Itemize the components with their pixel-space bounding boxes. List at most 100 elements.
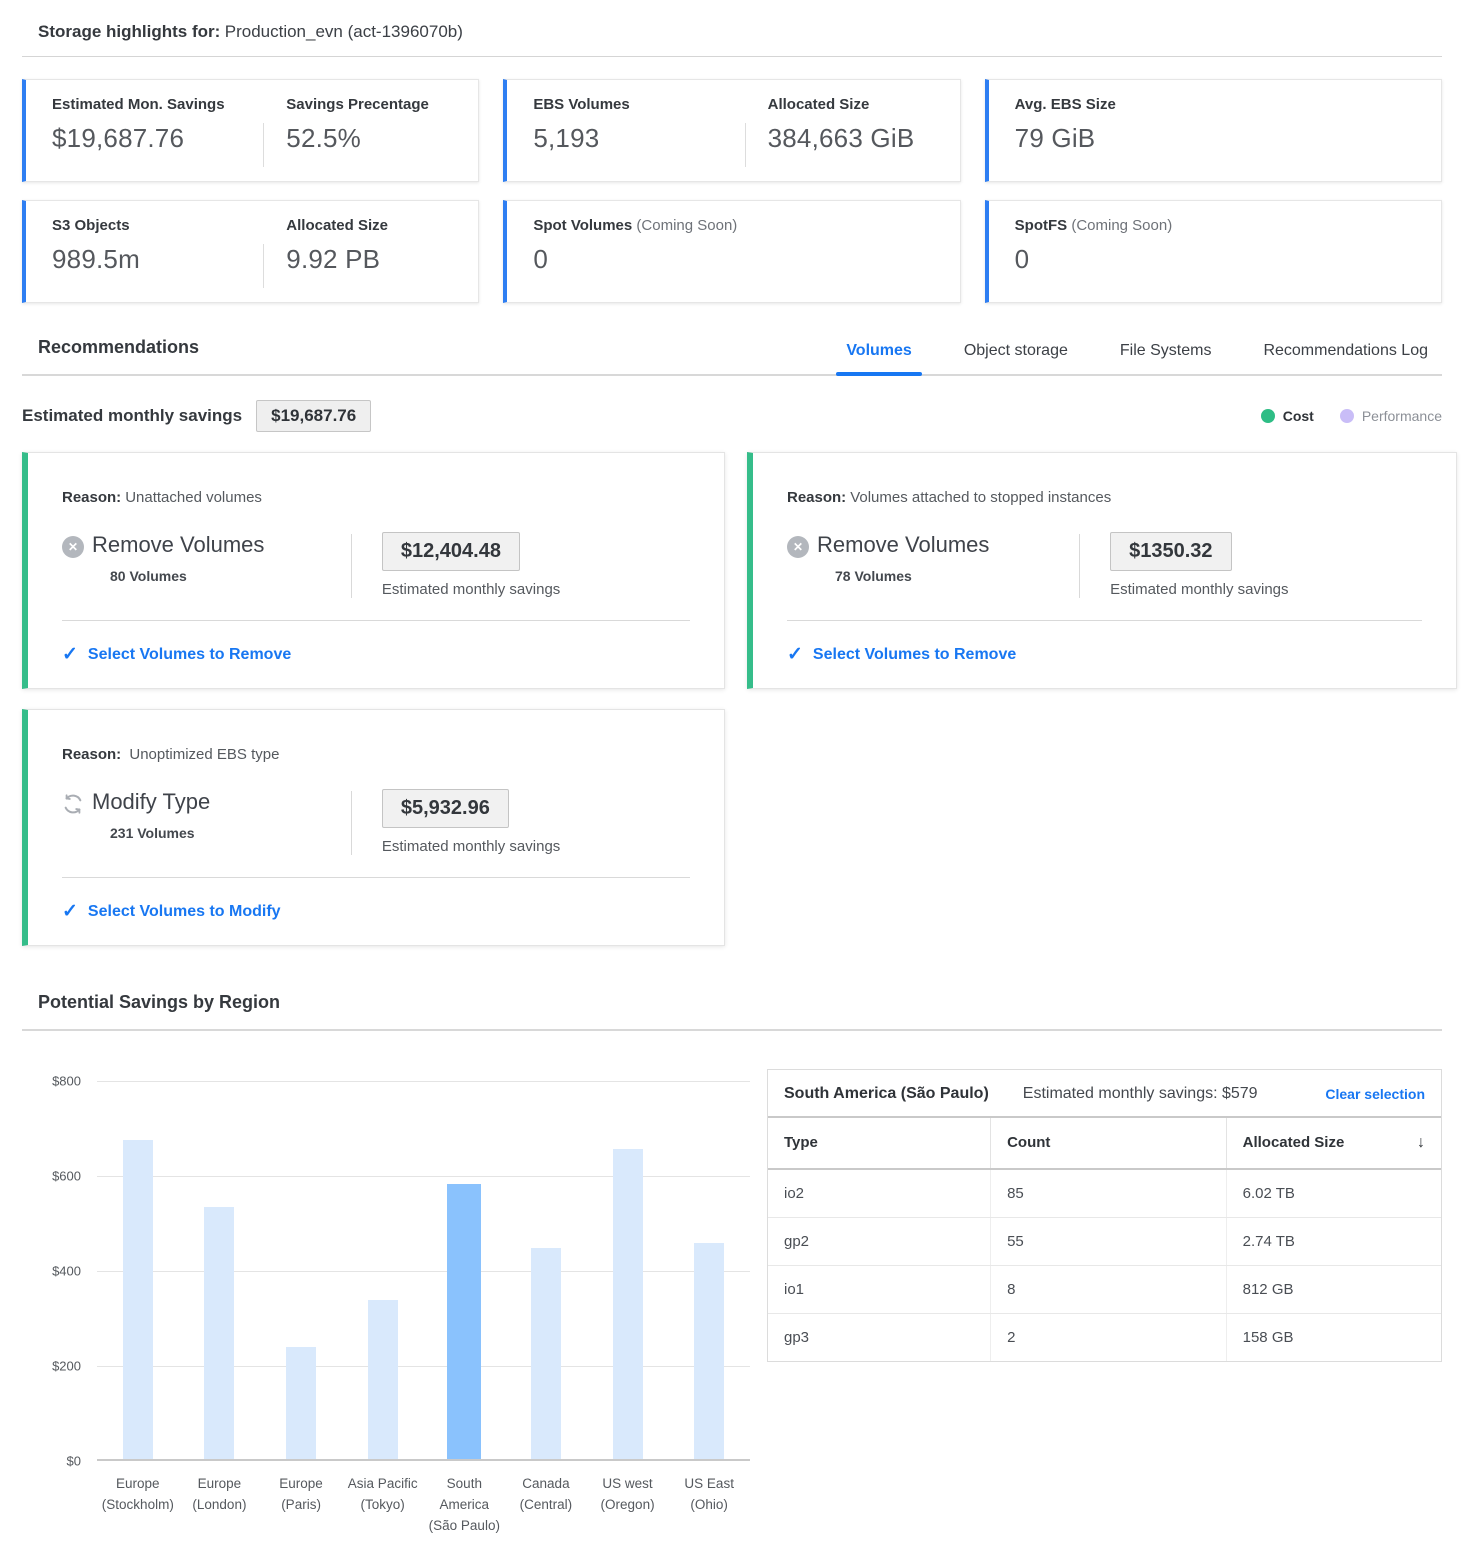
legend-item-cost: Cost [1260,408,1314,424]
action-title: Remove Volumes [92,532,265,557]
gridline [97,1176,750,1177]
legend-dot-icon [1339,409,1354,423]
card-avg-ebs-size: Avg. EBS Size 79 GiB [984,79,1442,182]
highlight-cards-row-1: Estimated Mon. Savings $19,687.76 Saving… [22,79,1442,182]
reason-text: Volumes attached to stopped instances [850,489,1112,506]
divider [1079,534,1081,598]
link-label: Select Volumes to Remove [812,645,1017,663]
cell-type: io2 [784,1185,805,1202]
remove-icon: ✕ [62,536,84,558]
savings-caption: Estimated monthly savings [381,581,561,598]
stat-label: Savings Precentage [286,96,429,113]
bar-us-west-oregon-[interactable] [612,1149,643,1459]
cell-type: io1 [784,1281,805,1298]
tab-object-storage[interactable]: Object storage [963,342,1068,359]
stat-value: 52.5% [286,123,362,153]
divider [62,620,690,621]
stat-value: $19,687.76 [52,123,185,153]
table-region-subtitle: Estimated monthly savings: $579 [1022,1085,1258,1102]
stat-label: SpotFS [1014,217,1068,234]
table-region-title: South America (São Paulo) [784,1085,989,1102]
card-spot-volumes: Spot Volumes (Coming Soon) 0 [503,200,961,303]
cell-count: 8 [990,1266,1226,1313]
tab-volumes[interactable]: Volumes [836,342,922,376]
chart-x-axis-labels: Europe (Stockholm) Europe (London) Europe (Pa… [97,1473,750,1536]
x-axis-label: US East (Ohio) [684,1476,734,1512]
x-axis-label: US west (Oregon) [600,1476,655,1512]
page-header: Storage highlights for: Production_evn (… [22,18,1442,57]
x-axis-label: Canada (Central) [519,1476,573,1512]
reason-label: Reason: [62,489,122,506]
stat-value: 9.92 PB [286,244,381,274]
stat-label: Allocated Size [286,217,388,234]
bar-europe-paris-[interactable] [286,1347,317,1459]
bar-asia-pacific-tokyo-[interactable] [367,1300,398,1459]
stat-label: Estimated Mon. Savings [52,96,225,113]
divider [263,244,265,288]
stat-label: Allocated Size [767,96,870,113]
divider [744,123,746,167]
clear-selection-link[interactable]: Clear selection [1325,1086,1425,1102]
recommendation-card-unattached: Reason: Unattached volumes ✕ Remove Volum… [22,452,725,689]
y-axis-tick: $200 [52,1358,81,1374]
volume-count: 78 Volumes [835,568,912,584]
savings-value: $12,404.48 [381,532,520,571]
chart-section: $0 $200 $400 $600 $800 Europe (Stockholm) Euro… [22,1051,1442,1536]
cell-allocated-size: 6.02 TB [1225,1170,1441,1217]
recommendations-summary-row: Estimated monthly savings $19,687.76 Cos… [22,400,1442,432]
divider [787,620,1422,621]
reason-text: Unattached volumes [125,489,262,506]
y-axis-tick: $800 [52,1073,81,1089]
reason-label: Reason: [787,489,847,506]
gridline [97,1366,750,1367]
table-row: io1 8 812 GB [768,1266,1441,1314]
stat-value: 5,193 [533,123,600,153]
arrow-down-icon[interactable]: ↓ [1417,1134,1425,1151]
link-label: Select Volumes to Modify [87,902,281,920]
chart-title: Potential Savings by Region [22,992,1442,1031]
y-axis-tick: $600 [52,1168,81,1184]
table-row: gp3 2 158 GB [768,1314,1441,1361]
tab-recommendations-log[interactable]: Recommendations Log [1263,342,1428,359]
divider [350,534,352,598]
x-axis-label: Europe (Paris) [279,1476,323,1512]
summary-label: Estimated monthly savings [22,406,243,425]
legend-dot-icon [1260,409,1275,423]
column-header-count: Count [990,1118,1226,1168]
tab-file-systems[interactable]: File Systems [1119,342,1212,359]
cell-type: gp2 [784,1233,810,1250]
savings-value: $1350.32 [1110,532,1232,571]
savings-caption: Estimated monthly savings [1110,581,1289,598]
divider [350,791,352,855]
coming-soon-label: (Coming Soon) [636,217,738,234]
chart-plot-area: $0 $200 $400 $600 $800 [52,1074,750,1469]
bar-canada-central-[interactable] [530,1248,561,1459]
cell-count: 2 [990,1314,1226,1361]
x-axis-label: Europe (London) [192,1476,247,1512]
column-header-allocated-size: Allocated Size [1242,1134,1345,1151]
page-title: Storage highlights for: [38,22,221,41]
region-detail-table: South America (São Paulo) Estimated mont… [767,1069,1442,1362]
x-axis-label: Europe (Stockholm) [101,1476,174,1512]
x-axis-label: Asia Pacific (Tokyo) [347,1476,418,1512]
bar-europe-london-[interactable] [204,1207,235,1459]
cell-count: 55 [990,1218,1226,1265]
select-volumes-to-modify-link[interactable]: ✓ Select Volumes to Modify [28,878,724,923]
bars-container [97,1081,750,1459]
select-volumes-to-remove-link[interactable]: ✓ Select Volumes to Remove [753,621,1456,666]
card-estimated-savings: Estimated Mon. Savings $19,687.76 Saving… [22,79,480,182]
stat-label: S3 Objects [52,217,130,234]
card-ebs-volumes: EBS Volumes 5,193 Allocated Size 384,663… [503,79,961,182]
bar-south-america-s-o-paulo-[interactable] [447,1184,482,1459]
cell-allocated-size: 812 GB [1225,1266,1441,1313]
gridline [97,1271,750,1272]
legend-label: Cost [1282,408,1314,424]
select-volumes-to-remove-link[interactable]: ✓ Select Volumes to Remove [28,621,724,666]
reason-text: Unoptimized EBS type [129,746,280,763]
cell-count: 85 [990,1170,1226,1217]
bar-us-east-ohio-[interactable] [694,1243,725,1459]
stat-label: Spot Volumes [533,217,633,234]
stat-value: 384,663 GiB [767,123,915,153]
x-axis-label: South America (São Paulo) [428,1476,500,1533]
bar-europe-stockholm-[interactable] [122,1140,153,1459]
